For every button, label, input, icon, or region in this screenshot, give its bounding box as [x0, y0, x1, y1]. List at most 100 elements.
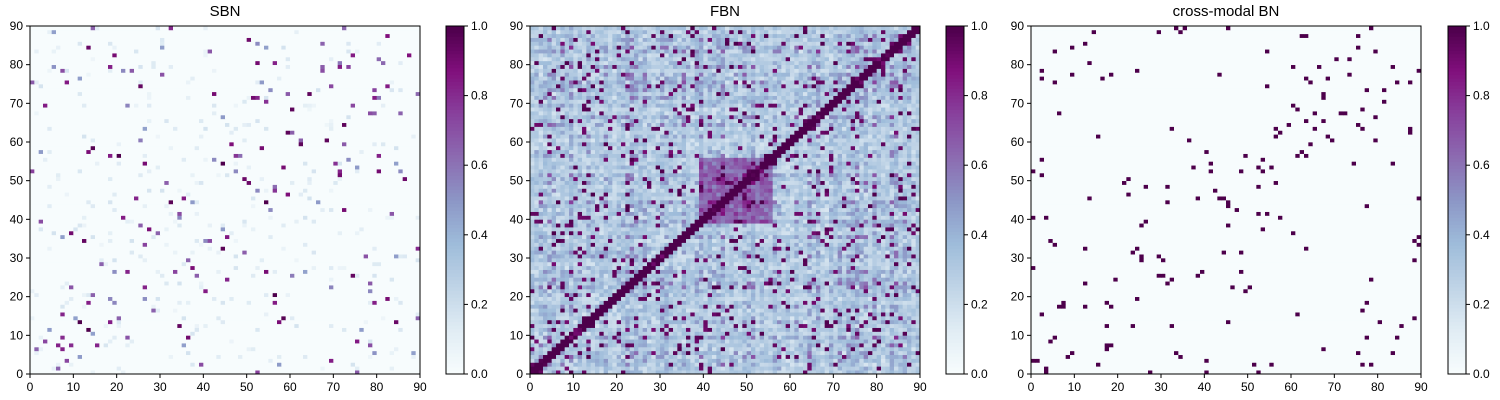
heatmap-cell [60, 331, 66, 336]
heatmap-cell [251, 211, 256, 216]
heatmap-cell [168, 169, 174, 174]
heatmap-cell [186, 223, 191, 228]
heatmap-cell [164, 230, 170, 236]
heatmap-cell [355, 300, 360, 305]
heatmap-cell [277, 346, 282, 352]
heatmap-cell [246, 358, 252, 363]
heatmap-cell [69, 281, 74, 286]
heatmap-cell [203, 358, 209, 363]
heatmap-cell [246, 327, 252, 332]
heatmap-cell [181, 366, 187, 371]
heatmap-cell [116, 339, 122, 344]
heatmap-cell [199, 304, 204, 309]
heatmap-cell [229, 215, 235, 220]
heatmap-cell [372, 370, 378, 375]
heatmap-cell [324, 180, 330, 185]
heatmap-cell [333, 343, 339, 348]
heatmap-cell [311, 354, 317, 359]
heatmap-cell [168, 234, 174, 240]
heatmap-cell [38, 273, 44, 278]
heatmap-cell [294, 304, 300, 309]
heatmap-cell [203, 261, 209, 267]
heatmap-cell [259, 242, 265, 247]
heatmap-cell [246, 362, 252, 367]
heatmap-cell [311, 172, 317, 178]
heatmap-cell [216, 296, 222, 301]
heatmap-cell [402, 223, 408, 228]
heatmap-cell [160, 180, 165, 185]
heatmap-cell [285, 207, 291, 212]
heatmap-cell [389, 192, 395, 197]
heatmap-cell [251, 192, 256, 197]
heatmap-cell [199, 169, 204, 174]
heatmap-cell [376, 242, 382, 247]
heatmap-cell [147, 304, 152, 309]
heatmap-cell [112, 165, 118, 170]
heatmap-cell [229, 172, 235, 178]
heatmap-cell [311, 242, 317, 247]
heatmap-cell [142, 157, 148, 162]
heatmap-cell [394, 180, 399, 185]
heatmap-cell [73, 354, 79, 359]
heatmap-cell [60, 269, 66, 274]
heatmap-cell [99, 161, 105, 166]
heatmap-cell [103, 169, 109, 174]
heatmap-cell [229, 339, 235, 344]
heatmap-cell [186, 172, 191, 178]
heatmap-cell [368, 200, 373, 205]
heatmap-cell [142, 331, 148, 336]
heatmap-cell [233, 285, 239, 290]
heatmap-cell [173, 327, 178, 332]
heatmap-cell [199, 188, 204, 193]
heatmap-cell [147, 254, 152, 259]
heatmap-cell [368, 161, 373, 166]
heatmap-cell [346, 366, 352, 371]
heatmap-cell [311, 288, 317, 294]
heatmap-cell [207, 300, 213, 305]
heatmap-cell [242, 346, 248, 352]
heatmap-cell [160, 308, 165, 313]
heatmap-cell [359, 254, 365, 259]
heatmap-cell [259, 207, 265, 212]
heatmap-cell [151, 362, 157, 367]
heatmap-cell [303, 203, 308, 209]
heatmap-cell [307, 335, 313, 340]
heatmap-cell [43, 188, 48, 193]
heatmap-cell [381, 358, 386, 363]
heatmap-cell [333, 215, 339, 220]
heatmap-cell [320, 176, 326, 182]
heatmap-cell [134, 308, 139, 313]
heatmap-cell [268, 277, 274, 282]
heatmap-cell [238, 354, 243, 359]
heatmap-cell [112, 250, 118, 255]
heatmap-cell [173, 300, 178, 305]
heatmap-cell [346, 219, 352, 224]
heatmap-cell [238, 296, 243, 301]
heatmap-cell [324, 215, 330, 220]
heatmap-cell [376, 188, 382, 193]
heatmap-cell [160, 300, 165, 305]
heatmap-cell [394, 230, 399, 236]
heatmap-cell [290, 265, 295, 270]
heatmap-cell [151, 273, 157, 278]
heatmap-cell [272, 296, 278, 301]
heatmap-cell [285, 261, 291, 267]
heatmap-cell [290, 366, 295, 371]
heatmap-cell [272, 312, 278, 317]
heatmap-cell [394, 172, 399, 178]
heatmap-cell [290, 211, 295, 216]
heatmap-cell [194, 254, 200, 259]
heatmap-cell [181, 300, 187, 305]
heatmap-cell [281, 172, 287, 178]
heatmap-cell [138, 296, 144, 301]
heatmap-cell [381, 176, 386, 182]
heatmap-cell [160, 207, 165, 212]
heatmap-cell [103, 219, 109, 224]
heatmap-cell [77, 258, 83, 263]
heatmap-cell [225, 304, 230, 309]
heatmap-cell [268, 281, 274, 286]
heatmap-cell [99, 223, 105, 228]
heatmap-cell [194, 269, 200, 274]
heatmap-cell [303, 250, 308, 255]
heatmap-cell [30, 172, 35, 178]
